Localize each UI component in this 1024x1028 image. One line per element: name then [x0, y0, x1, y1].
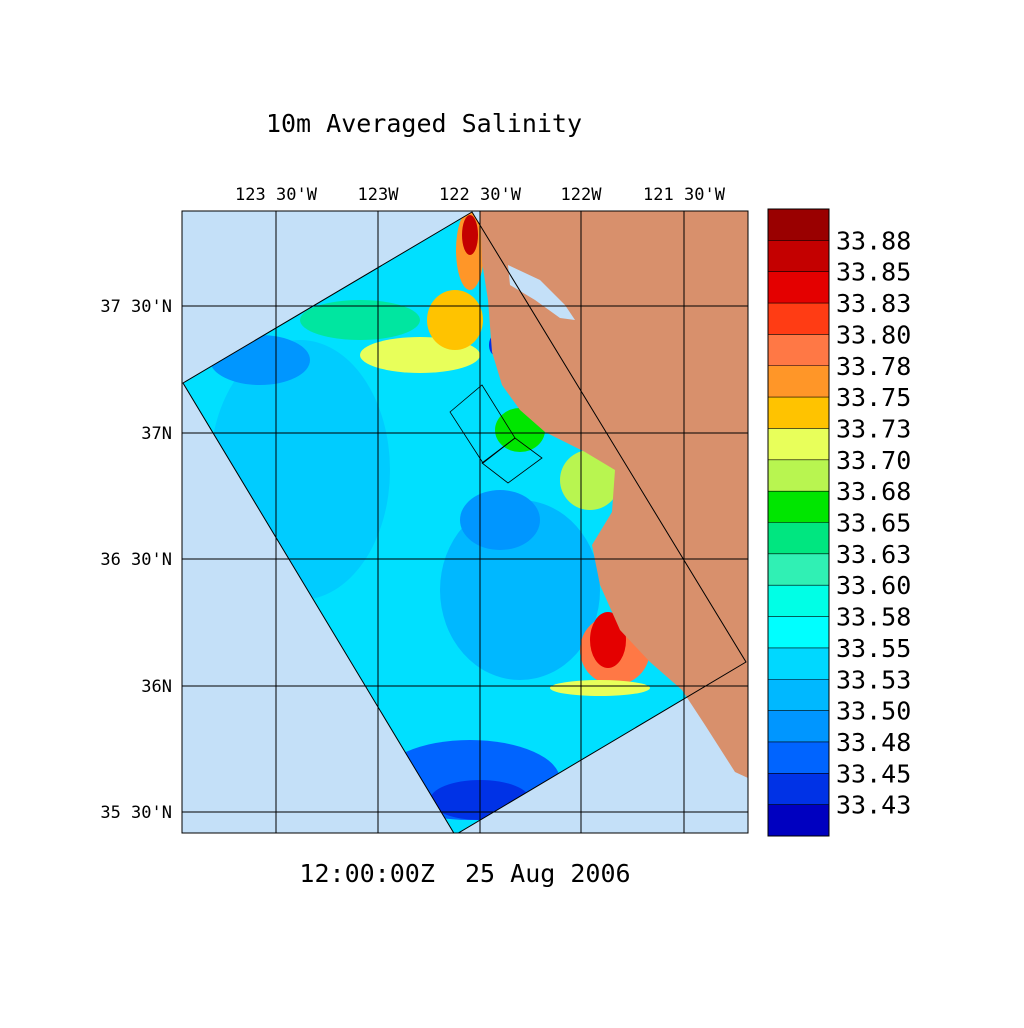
- colorbar-band: [768, 240, 829, 273]
- colorbar-band: [768, 334, 829, 367]
- colorbar-band: [768, 303, 829, 335]
- colorbar-band: [768, 647, 829, 680]
- colorbar-label: 33.73: [836, 414, 911, 443]
- colorbar-band: [768, 271, 829, 304]
- colorbar-band: [768, 459, 829, 492]
- colorbar-label: 33.80: [836, 320, 911, 349]
- colorbar-band: [768, 710, 829, 743]
- colorbar-label: 33.65: [836, 509, 911, 538]
- colorbar-band: [768, 773, 829, 806]
- colorbar-band: [768, 365, 829, 398]
- lat-label: 36 30'N: [100, 550, 172, 570]
- colorbar-band: [768, 741, 829, 774]
- colorbar-label: 33.63: [836, 540, 911, 569]
- lat-label: 36N: [141, 677, 172, 697]
- colorbar-label: 33.55: [836, 634, 911, 663]
- colorbar-label: 33.78: [836, 352, 911, 381]
- colorbar-band: [768, 491, 829, 523]
- colorbar-band: [768, 616, 829, 649]
- colorbar-label: 33.45: [836, 759, 911, 788]
- colorbar-band: [768, 209, 829, 241]
- colorbar-label: 33.53: [836, 665, 911, 694]
- colorbar-band: [768, 553, 829, 586]
- colorbar-label: 33.43: [836, 791, 911, 820]
- colorbar-band: [768, 679, 829, 712]
- lat-label: 37N: [141, 424, 172, 444]
- colorbar-label: 33.68: [836, 477, 911, 506]
- lon-label: 122W: [561, 185, 603, 205]
- colorbar-band: [768, 397, 829, 429]
- colorbar-label: 33.70: [836, 446, 911, 475]
- subdomain: [481, 437, 543, 484]
- colorbar-label: 33.60: [836, 571, 911, 600]
- colorbar-label: 33.88: [836, 226, 911, 255]
- grid: 123 30'W 123W 122 30'W 122W 121 30'W 37 30'N 3…: [100, 185, 748, 833]
- lat-label: 35 30'N: [100, 803, 172, 823]
- timestamp: 12:00:00Z 25 Aug 2006: [299, 859, 630, 888]
- lon-label: 123W: [358, 185, 400, 205]
- lon-label: 122 30'W: [439, 185, 522, 205]
- colorbar-label: 33.48: [836, 728, 911, 757]
- colorbar-band: [768, 585, 829, 618]
- colorbar-label: 33.85: [836, 258, 911, 287]
- lat-label: 37 30'N: [100, 297, 172, 317]
- colorbar-label: 33.83: [836, 289, 911, 318]
- colorbar-band: [768, 522, 829, 555]
- colorbar-label: 33.58: [836, 603, 911, 632]
- colorbar-band: [768, 804, 829, 837]
- domain-outline: [182, 211, 747, 833]
- colorbar-label: 33.75: [836, 383, 911, 412]
- colorbar-label: 33.50: [836, 697, 911, 726]
- land: [480, 211, 748, 778]
- map-area: [182, 211, 748, 833]
- lon-label: 123 30'W: [235, 185, 318, 205]
- title: 10m Averaged Salinity: [266, 109, 582, 138]
- lon-label: 121 30'W: [643, 185, 726, 205]
- map-frame: [181, 210, 749, 834]
- colorbar-band: [768, 428, 829, 461]
